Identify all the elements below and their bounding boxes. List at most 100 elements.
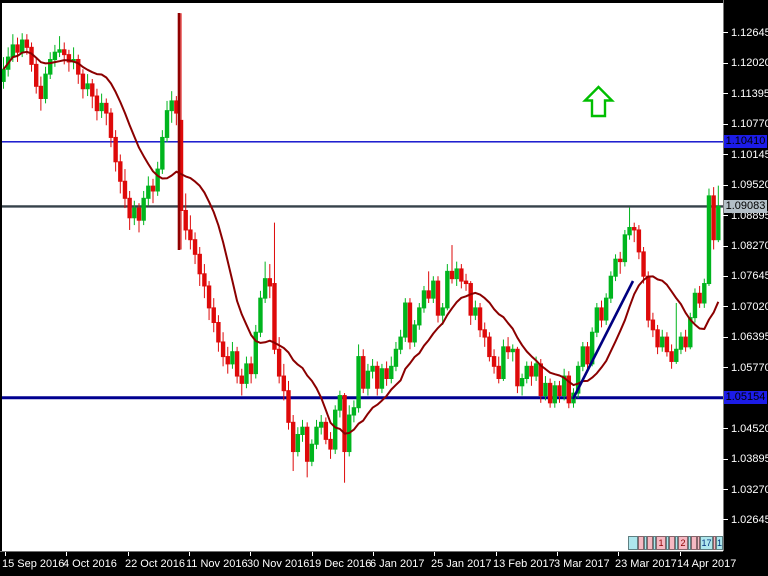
candle-body	[407, 302, 413, 343]
y-axis-label: 1.07020	[731, 300, 768, 313]
widget-box-2[interactable]: 2	[678, 536, 688, 550]
candle-body	[669, 351, 674, 362]
price-chart-canvas[interactable]	[0, 0, 723, 551]
candle-body	[697, 292, 702, 304]
window-border-top	[0, 0, 723, 3]
x-axis-tick	[434, 552, 435, 556]
y-axis-tick	[723, 519, 728, 521]
candle-body	[304, 426, 310, 462]
widget-box[interactable]	[647, 536, 653, 550]
candle-body	[258, 297, 263, 333]
y-axis-tick	[723, 93, 728, 95]
candle-body	[118, 161, 123, 182]
candle-body	[272, 283, 277, 350]
x-axis-label: 4 Oct 2016	[63, 558, 117, 570]
widget-box[interactable]	[697, 536, 700, 550]
candle-body	[295, 434, 301, 453]
arrow-up-icon[interactable]	[582, 85, 615, 118]
x-axis-tick	[496, 552, 497, 556]
widget-box-17[interactable]: 17	[700, 536, 713, 550]
candle-body	[641, 251, 646, 277]
candle-body	[692, 292, 698, 319]
widget-box[interactable]	[638, 536, 644, 550]
axis-separator-horizontal	[0, 551, 723, 552]
candle-body	[599, 307, 604, 321]
x-axis-label: 11 Nov 2016	[186, 558, 248, 570]
candle-body	[104, 102, 109, 114]
widget-box[interactable]	[691, 536, 697, 550]
candle-body	[491, 356, 497, 367]
candle-body	[379, 368, 385, 389]
candle-body	[62, 49, 67, 56]
candle-body	[253, 331, 258, 375]
candles-group	[1, 13, 721, 483]
candle-body	[375, 365, 380, 389]
candle-body	[561, 375, 567, 397]
candle-body	[566, 375, 572, 404]
candle-body	[636, 229, 642, 253]
widget-box[interactable]	[669, 536, 675, 550]
candle-body	[622, 234, 628, 263]
x-axis-label: 6 Jan 2017	[370, 558, 425, 570]
candle-body	[155, 168, 160, 192]
x-axis-label: 19 Dec 2016	[309, 558, 372, 570]
candle-body	[678, 336, 684, 350]
widget-box[interactable]	[713, 536, 716, 550]
candle-body	[603, 297, 609, 321]
candle-body	[543, 382, 548, 397]
candle-body	[267, 278, 273, 287]
widget-box[interactable]	[666, 536, 669, 550]
y-axis-label: 1.07645	[731, 270, 768, 283]
y-axis-tick	[723, 336, 728, 338]
candle-body	[94, 95, 100, 112]
y-axis-tick	[723, 154, 728, 156]
candle-body	[164, 110, 170, 138]
y-axis-tick	[723, 215, 728, 217]
price-tag[interactable]: 1.09083	[724, 199, 767, 213]
candle-body	[286, 390, 291, 423]
widget-box[interactable]	[628, 536, 638, 550]
candle-body	[412, 324, 417, 343]
widget-box[interactable]	[675, 536, 678, 550]
candle-body	[43, 73, 48, 99]
candle-body	[90, 83, 95, 97]
price-tag[interactable]: 1.05154	[724, 391, 767, 405]
candle-body	[34, 63, 39, 87]
candle-body	[664, 336, 670, 353]
candle-body	[440, 307, 445, 316]
x-axis-label: 22 Oct 2016	[125, 558, 185, 570]
widget-box-1[interactable]: 1	[716, 536, 723, 550]
chart-plot-area[interactable]: 1 2 17 1	[0, 0, 723, 551]
candle-body	[398, 336, 403, 350]
widget-box-1[interactable]: 1	[656, 536, 666, 550]
candle-body	[281, 375, 287, 392]
candle-body	[501, 346, 506, 379]
candle-body	[613, 258, 618, 277]
x-axis-tick	[66, 552, 67, 556]
x-axis-tick	[373, 552, 374, 556]
widget-box[interactable]	[644, 536, 647, 550]
price-tag[interactable]: 1.10410	[724, 135, 767, 149]
widget-box[interactable]	[688, 536, 691, 550]
candle-body	[435, 280, 441, 316]
candle-body	[230, 351, 235, 365]
trendline-object[interactable]	[571, 280, 635, 400]
y-axis-label: 1.03270	[731, 483, 768, 496]
candle-body	[328, 438, 333, 450]
y-axis-tick	[723, 123, 728, 125]
y-axis-label: 1.05770	[731, 361, 768, 374]
y-axis-tick	[723, 306, 728, 308]
candle-body	[702, 283, 707, 304]
candle-body	[136, 207, 142, 221]
window-border-left	[0, 0, 2, 551]
candle-body	[15, 44, 20, 53]
x-axis-tick	[189, 552, 190, 556]
candle-body	[160, 136, 165, 170]
time-axis[interactable]: 15 Sep 2016 4 Oct 2016 22 Oct 2016 11 Nov 2…	[0, 551, 768, 576]
candle-body	[417, 307, 422, 326]
candle-body	[300, 426, 305, 436]
price-axis[interactable]: 1.12645 1.12020 1.11395 1.10770 1.10145 1.095…	[723, 0, 768, 576]
widget-box[interactable]	[653, 536, 656, 550]
candle-body	[48, 59, 53, 75]
